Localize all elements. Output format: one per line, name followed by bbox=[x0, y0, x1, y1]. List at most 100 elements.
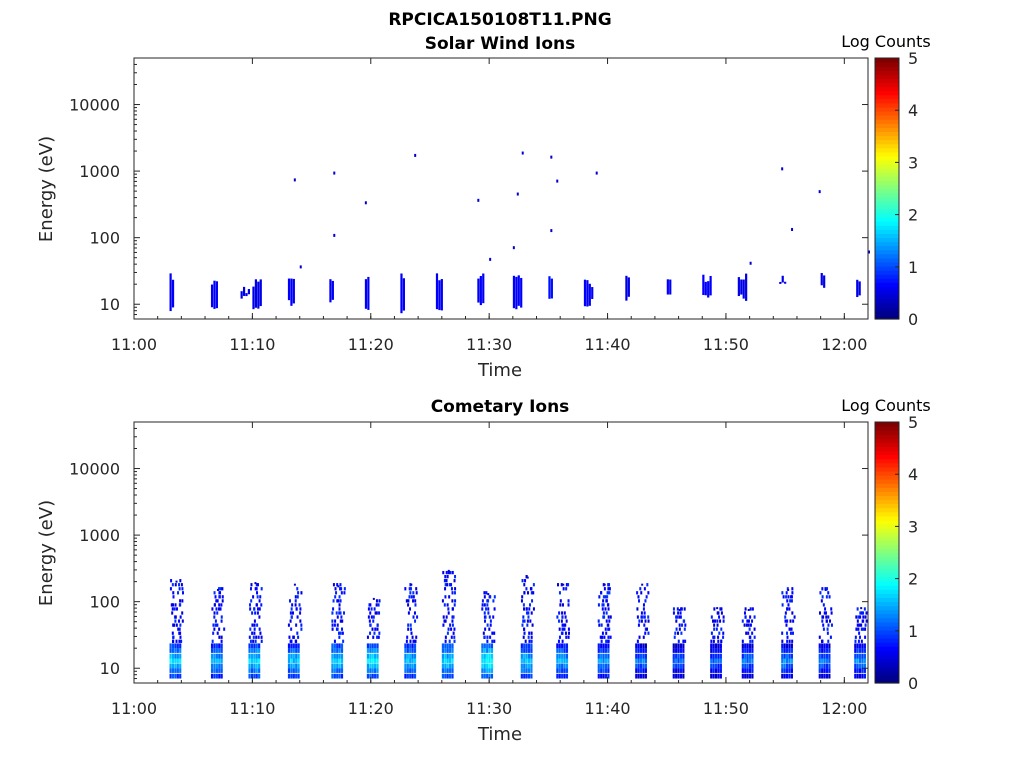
heatmap-cell bbox=[340, 587, 343, 591]
heatmap-cell bbox=[338, 668, 341, 673]
heatmap-cell bbox=[216, 631, 219, 635]
heatmap-cell bbox=[791, 591, 794, 595]
heatmap-cell bbox=[607, 627, 610, 631]
heatmap-cell bbox=[718, 615, 721, 619]
colorbar-step bbox=[875, 180, 899, 186]
heatmap-cell bbox=[449, 663, 452, 669]
heatmap-cell bbox=[257, 281, 260, 309]
heatmap-cell bbox=[521, 595, 524, 599]
heatmap-cell bbox=[295, 607, 298, 611]
heatmap-cell bbox=[331, 653, 334, 659]
heatmap-cell bbox=[220, 643, 223, 649]
heatmap-cell bbox=[298, 603, 301, 607]
heatmap-cell bbox=[493, 639, 496, 643]
heatmap-cell bbox=[748, 658, 752, 663]
heatmap-cell bbox=[642, 658, 645, 663]
heatmap-cell bbox=[785, 591, 788, 595]
colorbar-step bbox=[875, 426, 899, 431]
heatmap-point bbox=[175, 580, 178, 583]
heatmap-cell bbox=[525, 673, 528, 679]
x-tick-label: 12:00 bbox=[821, 335, 867, 354]
heatmap-cell bbox=[529, 619, 532, 623]
heatmap-cell bbox=[823, 275, 826, 288]
heatmap-cell bbox=[788, 658, 791, 663]
heatmap-cell bbox=[487, 607, 490, 611]
heatmap-cell bbox=[602, 673, 605, 679]
heatmap-cell bbox=[522, 635, 525, 639]
heatmap-cell bbox=[607, 668, 610, 673]
heatmap-cell bbox=[451, 673, 454, 679]
heatmap-point bbox=[487, 593, 490, 596]
heatmap-cell bbox=[486, 653, 489, 659]
heatmap-cell bbox=[449, 653, 452, 659]
panel-title-cometary: Cometary Ions bbox=[431, 397, 570, 417]
heatmap-cell bbox=[451, 623, 454, 627]
heatmap-cell bbox=[856, 648, 859, 653]
heatmap-cell bbox=[745, 623, 748, 627]
heatmap-cell bbox=[607, 639, 610, 643]
heatmap-cell bbox=[748, 627, 751, 631]
heatmap-cell bbox=[751, 607, 754, 611]
heatmap-cell bbox=[441, 658, 445, 663]
heatmap-cell bbox=[371, 663, 374, 669]
heatmap-point bbox=[364, 201, 367, 205]
heatmap-cell bbox=[607, 603, 610, 607]
heatmap-cell bbox=[255, 673, 258, 679]
heatmap-cell bbox=[674, 631, 677, 635]
heatmap-cell bbox=[483, 653, 486, 659]
colorbar-step bbox=[875, 306, 899, 312]
heatmap-cell bbox=[453, 591, 456, 595]
heatmap-cell bbox=[523, 627, 526, 631]
heatmap-cell bbox=[639, 673, 643, 679]
heatmap-cell bbox=[747, 623, 750, 627]
heatmap-cell bbox=[600, 623, 603, 627]
heatmap-cell bbox=[522, 603, 525, 607]
heatmap-cell bbox=[863, 648, 866, 653]
heatmap-cell bbox=[602, 648, 605, 653]
heatmap-cell bbox=[639, 658, 643, 663]
heatmap-cell bbox=[171, 639, 174, 643]
heatmap-cell bbox=[598, 623, 601, 627]
heatmap-cell bbox=[374, 648, 377, 653]
colorbar-step bbox=[875, 62, 899, 67]
colorbar-step bbox=[875, 265, 899, 271]
heatmap-cell bbox=[414, 599, 417, 603]
heatmap-cell bbox=[486, 643, 489, 649]
heatmap-cell bbox=[830, 623, 833, 627]
heatmap-cell bbox=[858, 631, 861, 635]
heatmap-cell bbox=[453, 627, 456, 631]
y-tick-label: 10000 bbox=[69, 96, 120, 115]
heatmap-cell bbox=[481, 643, 484, 649]
heatmap-cell bbox=[790, 648, 793, 653]
heatmap-cell bbox=[563, 643, 566, 649]
colorbar-step bbox=[875, 581, 899, 586]
heatmap-cell bbox=[446, 648, 449, 653]
heatmap-cell bbox=[449, 623, 452, 627]
heatmap-cell bbox=[174, 615, 177, 619]
heatmap-cell bbox=[856, 279, 859, 298]
colorbar-step bbox=[875, 274, 899, 279]
heatmap-cell bbox=[336, 615, 339, 619]
x-tick-label: 11:00 bbox=[111, 335, 157, 354]
heatmap-cell bbox=[647, 591, 650, 595]
heatmap-point bbox=[333, 171, 336, 175]
heatmap-cell bbox=[744, 648, 747, 653]
heatmap-cell bbox=[679, 643, 683, 649]
heatmap-cell bbox=[486, 623, 489, 627]
heatmap-cell bbox=[520, 277, 523, 308]
heatmap-cell bbox=[446, 668, 449, 673]
heatmap-cell bbox=[565, 653, 569, 659]
heatmap-cell bbox=[781, 639, 784, 643]
heatmap-cell bbox=[406, 648, 409, 653]
heatmap-cell bbox=[338, 663, 341, 669]
heatmap-cell bbox=[825, 615, 828, 619]
colorbar-step bbox=[875, 66, 899, 71]
heatmap-cell bbox=[252, 635, 255, 639]
heatmap-cell bbox=[336, 658, 339, 663]
heatmap-cell bbox=[675, 648, 678, 653]
heatmap-cell bbox=[449, 658, 452, 663]
heatmap-cell bbox=[607, 623, 610, 627]
heatmap-cell bbox=[218, 658, 221, 663]
heatmap-cell bbox=[717, 673, 720, 679]
heatmap-cell bbox=[300, 623, 303, 627]
